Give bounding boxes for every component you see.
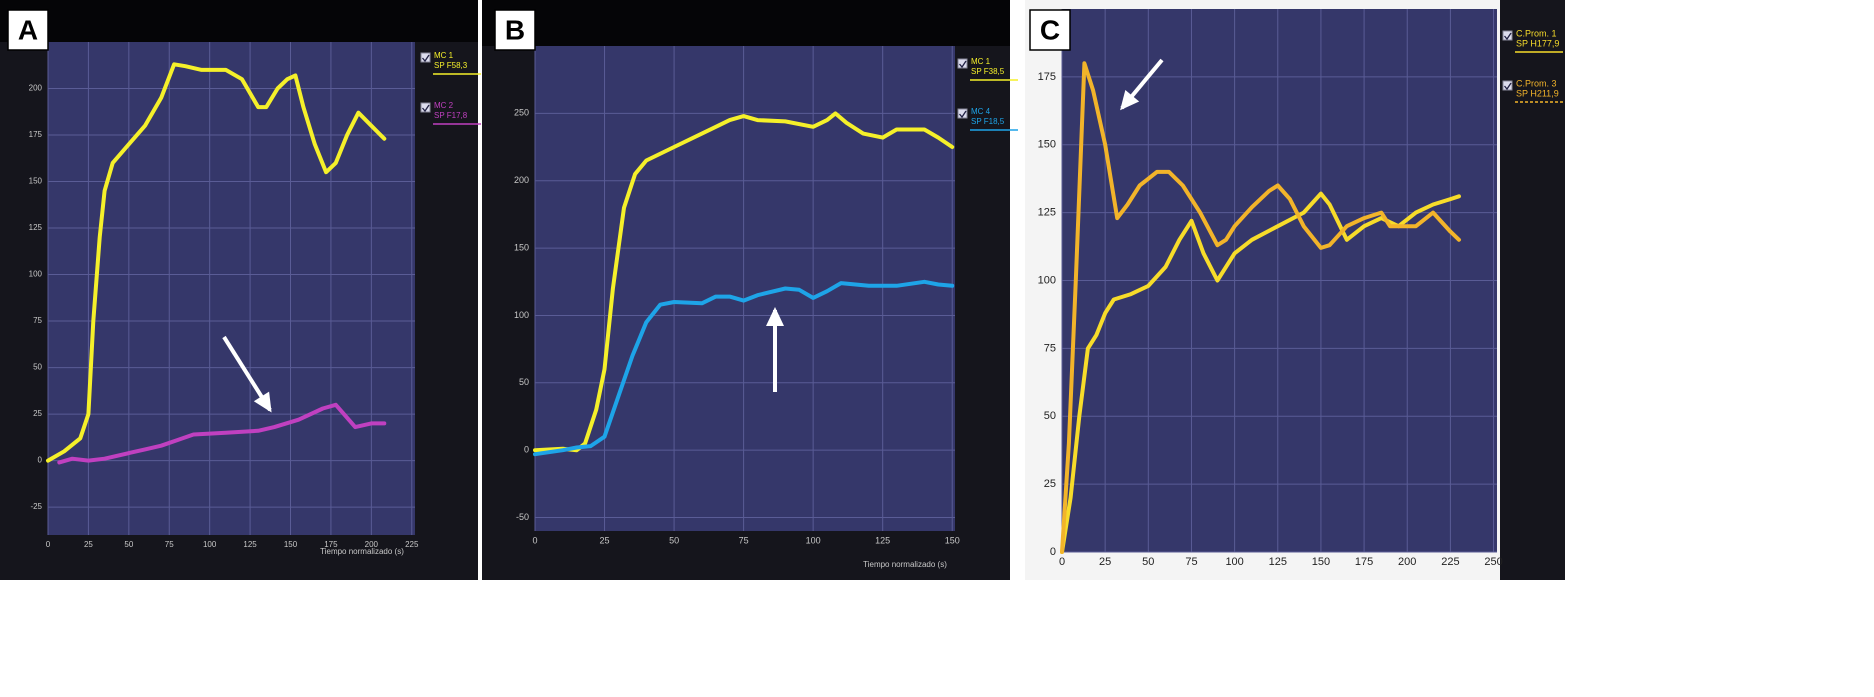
panel-label-box	[1029, 9, 1071, 51]
data-line	[57, 402, 387, 465]
y-tick-label: 0	[1050, 546, 1056, 558]
x-tick-label: 25	[600, 535, 610, 545]
legend-check	[1504, 82, 1512, 91]
legend-checkbox	[420, 102, 431, 113]
annotation-arrowhead	[766, 307, 784, 326]
y-tick-label: 0	[38, 456, 43, 465]
y-tick-label: 200	[514, 175, 529, 185]
legend-bg	[1500, 0, 1565, 580]
legend-name: MC 4	[971, 107, 991, 116]
annotation-arrowhead	[1120, 89, 1140, 111]
panel-label: C	[1040, 14, 1060, 45]
legend-checkbox	[957, 108, 968, 119]
plot-area	[535, 46, 955, 531]
y-tick-label: 25	[33, 409, 42, 418]
annotation-arrowhead	[253, 391, 272, 413]
x-tick-label: 75	[165, 540, 174, 549]
y-tick-label: 100	[29, 270, 43, 279]
x-tick-label: 150	[284, 540, 298, 549]
legend-setpoint: SP H211,9	[1516, 88, 1559, 98]
y-tick-label: 25	[1044, 478, 1056, 490]
legend-setpoint: SP F17,8	[434, 111, 468, 120]
x-tick-label: 125	[243, 540, 257, 549]
legend-setpoint: SP F18,5	[971, 117, 1005, 126]
x-tick-label: 125	[875, 535, 890, 545]
legend-name: C.Prom. 3	[1516, 78, 1557, 88]
x-tick-label: 0	[46, 540, 51, 549]
x-axis-label: Tiempo normalizado (s)	[320, 547, 404, 556]
x-tick-label: 250	[1484, 556, 1502, 568]
y-tick-label: 100	[514, 310, 529, 320]
legend-name: MC 1	[971, 57, 991, 66]
legend-checkbox	[1502, 30, 1513, 41]
header-bar	[0, 0, 478, 42]
legend-checkbox	[420, 52, 431, 63]
x-tick-label: 150	[945, 535, 960, 545]
legend-check	[422, 104, 430, 113]
x-tick-label: 0	[1059, 556, 1065, 568]
data-line	[533, 279, 955, 457]
y-tick-label: 125	[29, 223, 43, 232]
x-axis-label: Tiempo normalizado (s)	[863, 560, 947, 569]
panel-label-box	[494, 9, 536, 51]
x-tick-label: 50	[1142, 556, 1154, 568]
y-tick-label: 0	[524, 445, 529, 455]
x-tick-label: 150	[1312, 556, 1330, 568]
y-tick-label: 75	[1044, 342, 1056, 354]
data-line	[1060, 61, 1461, 554]
data-line	[533, 111, 955, 453]
x-tick-label: 100	[1225, 556, 1243, 568]
x-tick-label: 75	[739, 535, 749, 545]
panel-label-box	[7, 9, 49, 51]
x-tick-label: 0	[532, 535, 537, 545]
y-tick-label: 250	[514, 108, 529, 118]
y-tick-label: 150	[514, 242, 529, 252]
header-bar	[482, 0, 1010, 46]
x-tick-label: 225	[1441, 556, 1459, 568]
x-tick-label: 100	[203, 540, 217, 549]
legend-name: MC 2	[434, 101, 454, 110]
y-tick-label: 200	[29, 84, 43, 93]
legend-name: MC 1	[434, 51, 454, 60]
panel-label: B	[505, 14, 525, 45]
x-tick-label: 25	[1099, 556, 1111, 568]
legend-check	[959, 110, 967, 119]
legend-check	[422, 54, 430, 63]
y-tick-label: 75	[33, 316, 42, 325]
legend-setpoint: SP F38,5	[971, 67, 1005, 76]
panel-label: A	[18, 14, 38, 45]
legend-setpoint: SP H177,9	[1516, 38, 1559, 48]
y-tick-label: 125	[1038, 207, 1056, 219]
x-tick-label: 75	[1185, 556, 1197, 568]
x-tick-label: 50	[669, 535, 679, 545]
y-tick-label: 175	[29, 130, 43, 139]
legend-setpoint: SP F58,3	[434, 61, 468, 70]
y-tick-label: 175	[1038, 71, 1056, 83]
x-tick-label: 175	[1355, 556, 1373, 568]
x-tick-label: 200	[1398, 556, 1416, 568]
legend-name: C.Prom. 1	[1516, 28, 1557, 38]
x-tick-label: 25	[84, 540, 93, 549]
y-tick-label: 150	[1038, 139, 1056, 151]
x-tick-label: 175	[324, 540, 338, 549]
legend-check	[1504, 32, 1512, 41]
legend-checkbox	[957, 58, 968, 69]
y-tick-label: -25	[30, 502, 42, 511]
y-tick-label: 150	[29, 177, 43, 186]
y-tick-label: -50	[516, 512, 529, 522]
x-tick-label: 125	[1269, 556, 1287, 568]
y-tick-label: 50	[33, 363, 42, 372]
data-line	[46, 62, 387, 463]
legend-check	[959, 60, 967, 69]
x-tick-label: 100	[806, 535, 821, 545]
x-tick-label: 200	[365, 540, 379, 549]
y-tick-label: 100	[1038, 274, 1056, 286]
x-tick-label: 225	[405, 540, 419, 549]
y-tick-label: 50	[1044, 410, 1056, 422]
x-tick-label: 50	[124, 540, 133, 549]
y-tick-label: 50	[519, 377, 529, 387]
legend-checkbox	[1502, 80, 1513, 91]
